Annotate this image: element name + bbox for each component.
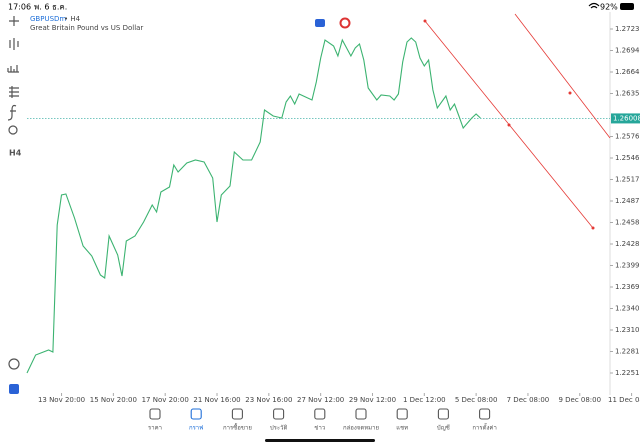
signal-button[interactable]	[339, 17, 351, 29]
price-line	[26, 37, 481, 374]
nav-icon[interactable]	[479, 408, 491, 420]
nav-icon[interactable]	[437, 408, 449, 420]
nav-label[interactable]: การซื้อขาย	[223, 422, 252, 432]
status-time: 17:06	[8, 3, 31, 12]
x-tick-label: 27 Nov 12:00	[297, 396, 344, 404]
nav-icon[interactable]	[314, 408, 326, 420]
trade-button[interactable]	[315, 19, 325, 27]
y-tick-label: 1.26350	[615, 90, 640, 98]
x-tick-label: 7 Dec 08:00	[507, 396, 550, 404]
bottom-nav: ราคา กราฟ การซื้อขาย ประวัติ ข่าว กล่องจดหมาย…	[148, 408, 497, 432]
y-tick-label: 1.23990	[615, 262, 640, 270]
oneclick-button[interactable]	[9, 384, 19, 394]
status-battery: 92%	[600, 3, 618, 12]
trend-handle	[507, 123, 511, 127]
y-tick-label: 1.27235	[615, 25, 640, 33]
nav-icon[interactable]	[190, 408, 202, 420]
y-tick-label: 1.25760	[615, 133, 640, 141]
x-tick-label: 15 Nov 20:00	[90, 396, 137, 404]
x-tick-label: 23 Nov 16:00	[245, 396, 292, 404]
shapes-tool[interactable]	[8, 125, 18, 135]
nav-label[interactable]: บัญชี	[437, 424, 450, 432]
current-price-box	[611, 113, 640, 124]
x-tick-label: 1 Dec 12:00	[403, 396, 446, 404]
trend-handle	[591, 226, 595, 230]
y-tick-label: 1.25465	[615, 154, 640, 162]
y-tick-label: 1.22810	[615, 348, 640, 356]
side-toolbar: H4	[7, 16, 22, 394]
nav-label[interactable]: กราฟ	[189, 425, 203, 432]
x-tick-label: 21 Nov 16:00	[193, 396, 240, 404]
y-tick-label: 1.23105	[615, 326, 640, 334]
x-tick-label: 29 Nov 12:00	[349, 396, 396, 404]
chart-title: GBPUSDm	[30, 15, 66, 23]
trend-handle	[423, 19, 427, 23]
x-tick-label: 11 Dec 08:00	[608, 396, 640, 404]
nav-icon[interactable]	[396, 408, 408, 420]
y-tick-label: 1.23695	[615, 283, 640, 291]
y-tick-label: 1.24285	[615, 240, 640, 248]
nav-label[interactable]: กล่องจดหมาย	[343, 425, 379, 432]
x-tick-label: 13 Nov 20:00	[38, 396, 85, 404]
wifi-icon	[588, 2, 600, 9]
y-tick-label: 1.24580	[615, 219, 640, 227]
crosshair-tool[interactable]	[9, 16, 19, 26]
x-tick-label: 17 Nov 20:00	[142, 396, 189, 404]
home-indicator	[265, 439, 375, 442]
nav-label[interactable]: ราคา	[148, 425, 162, 432]
chart: 1.27235 1.26940 1.26645 1.26350 1.25760 1.254…	[26, 12, 640, 404]
x-tick-label: 5 Dec 08:00	[455, 396, 498, 404]
nav-label[interactable]: ข่าว	[314, 425, 325, 432]
battery-icon	[620, 3, 634, 10]
status-date: พ. 6 ธ.ค.	[34, 3, 67, 12]
function-tool[interactable]	[7, 104, 17, 121]
trend-line	[514, 13, 611, 139]
x-tick-label: 9 Dec 08:00	[558, 396, 601, 404]
timeframe-button[interactable]: H4	[9, 149, 22, 158]
trend-handle	[568, 91, 572, 95]
objects-tool[interactable]	[9, 86, 19, 98]
indicator-tool[interactable]	[7, 65, 19, 73]
y-tick-label: 1.23400	[615, 305, 640, 313]
nav-icon[interactable]	[231, 408, 243, 420]
candle-tool[interactable]	[9, 38, 19, 50]
y-tick-label: 1.26940	[615, 47, 640, 55]
nav-label[interactable]: แชท	[396, 425, 408, 432]
zoom-button[interactable]	[8, 358, 20, 370]
nav-label[interactable]: ประวัติ	[270, 425, 288, 432]
nav-icon[interactable]	[355, 408, 367, 420]
nav-label[interactable]: การตั้งค่า	[472, 422, 496, 432]
nav-icon[interactable]	[149, 408, 161, 420]
y-tick-label: 1.24875	[615, 197, 640, 205]
y-tick-label: 1.26645	[615, 68, 640, 76]
chart-timeframe: • H4	[64, 15, 81, 23]
chart-subtitle: Great Britain Pound vs US Dollar	[30, 24, 143, 32]
y-tick-label: 1.25170	[615, 176, 640, 184]
current-price-label: 1.26008	[613, 114, 640, 122]
y-tick-label: 1.22515	[615, 369, 640, 377]
nav-icon[interactable]	[273, 408, 285, 420]
